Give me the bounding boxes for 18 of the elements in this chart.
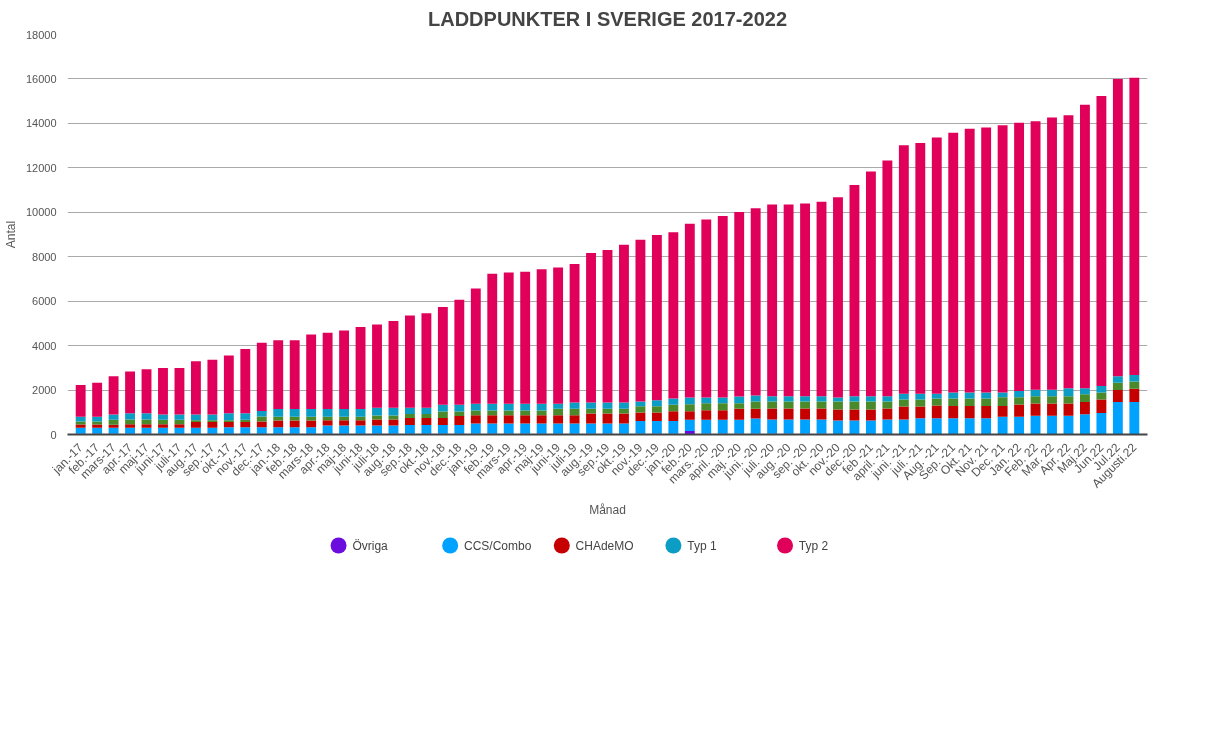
y-tick-label: 0 — [50, 428, 57, 441]
y-tick-label: 6000 — [32, 295, 57, 308]
legend-label: Typ 2 — [798, 538, 829, 553]
y-tick-label: 12000 — [25, 161, 57, 174]
legend-label: Övriga — [352, 538, 389, 553]
y-axis-title: Antal — [3, 220, 18, 249]
y-tick-label: 10000 — [25, 206, 57, 219]
legend-label: CHAdeMO — [575, 538, 634, 553]
y-tick-label: 8000 — [32, 250, 57, 263]
y-tick-label: 2000 — [32, 384, 57, 397]
legend-label: CCS/Combo — [464, 538, 532, 553]
chart-title: LADDPUNKTER I SVERIGE 2017-2022 — [428, 7, 788, 30]
y-tick-label: 4000 — [32, 339, 57, 352]
y-tick-label: 18000 — [25, 28, 57, 41]
y-tick-label: 16000 — [25, 72, 57, 85]
y-tick-label: 14000 — [25, 117, 57, 130]
legend-label: Typ 1 — [687, 538, 717, 553]
x-axis-title: Månad — [589, 503, 626, 518]
